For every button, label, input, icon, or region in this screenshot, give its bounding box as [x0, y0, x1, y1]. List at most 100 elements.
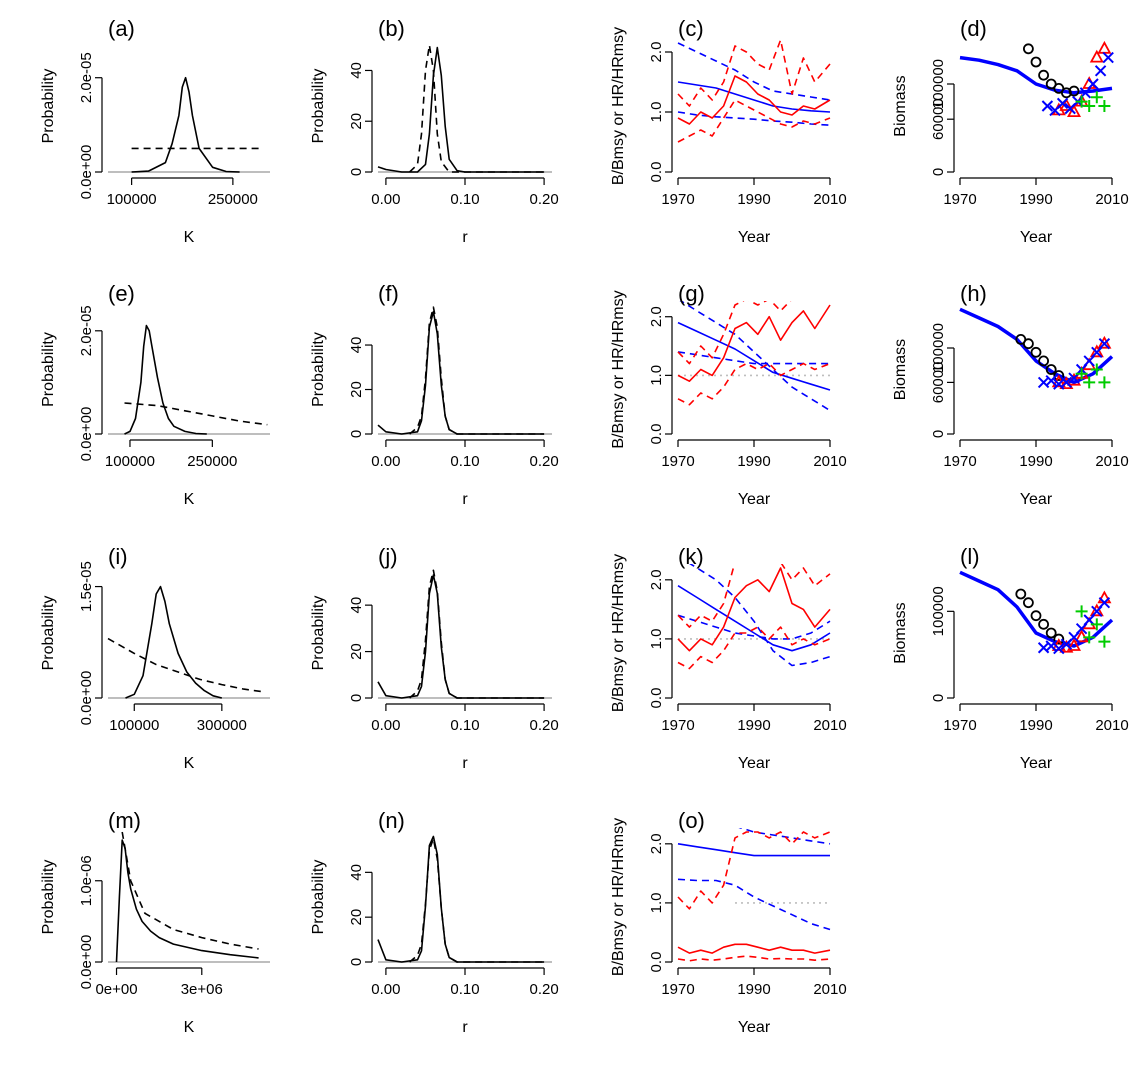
- x-tick-label: 100000: [105, 453, 155, 470]
- axes: 1970 1990 2010 0.0 1.0 2.0: [648, 569, 847, 734]
- data-point-triangle: [1089, 603, 1104, 617]
- data-point-cross: [1041, 100, 1054, 112]
- y-axis-label: Probability: [40, 860, 57, 935]
- series-line-blue-0: [959, 307, 1114, 385]
- x-axis-label: K: [184, 229, 195, 246]
- x-tick-label: 2010: [1095, 453, 1128, 470]
- x-axis-label: K: [184, 491, 195, 508]
- panel-n: 0.00 0.10 0.20 0 20 40 r Probability (n): [310, 808, 559, 1036]
- data-point-cross: [1098, 596, 1111, 609]
- data-point-triangle: [1089, 344, 1104, 358]
- plot-area: [959, 570, 1114, 655]
- y-tick-label: 0.0e+00: [78, 145, 95, 200]
- data-point-circle: [1023, 597, 1034, 609]
- panel-label: (d): [960, 16, 987, 41]
- y-tick-label: 0.0e+00: [78, 935, 95, 990]
- panel-label: (a): [108, 16, 135, 41]
- panel-c: 1970 1990 2010 0.0 1.0 2.0 Year B/Bmsy or HR/HR…: [610, 16, 847, 246]
- panel-j: 0.00 0.10 0.20 0 20 40 r Probability (j): [310, 544, 559, 772]
- series-line-blue-1: [677, 843, 830, 857]
- x-axis-label: Year: [738, 755, 771, 772]
- series-line-black-0: [125, 585, 222, 699]
- panel-label: (i): [108, 544, 128, 569]
- data-point-circle: [1015, 588, 1027, 600]
- y-tick-label: 2.0: [648, 306, 665, 327]
- panel-label: (l): [960, 544, 980, 569]
- x-tick-label: 1970: [661, 453, 694, 470]
- data-point-cross: [1053, 642, 1065, 655]
- series-line-red-4: [677, 567, 831, 652]
- y-tick-label: 60000: [930, 362, 947, 404]
- y-tick-label: 0: [930, 430, 947, 438]
- x-tick-label: 0.20: [529, 717, 558, 734]
- y-tick-label: 1.0: [648, 628, 665, 649]
- data-point-circle: [1030, 610, 1042, 622]
- data-point-cross: [1102, 51, 1114, 64]
- y-tick-label: 2.0: [648, 569, 665, 590]
- y-tick-label: 20: [348, 909, 365, 926]
- y-axis-label: Probability: [310, 332, 327, 407]
- data-point-plus: [1075, 605, 1088, 618]
- x-tick-label: 2010: [1095, 717, 1128, 734]
- series-line-black-0: [377, 310, 545, 435]
- plot-area: [108, 324, 270, 435]
- x-tick-label: 2010: [1095, 191, 1128, 208]
- plot-area: [677, 564, 831, 670]
- x-tick-label: 0.10: [450, 981, 479, 998]
- data-point-cross: [1056, 97, 1069, 110]
- axes: 1970 1990 2010 0 100000: [930, 586, 1129, 734]
- plot-area: [377, 569, 552, 699]
- panel-i: 100000 300000 0.0e+00 1.5e-05 K Probability (i…: [40, 544, 270, 772]
- y-tick-label: 1.5e-05: [78, 561, 95, 612]
- data-point-circle: [1023, 338, 1034, 350]
- series-line-blue-3: [738, 828, 831, 845]
- y-axis-label: B/Bmsy or HR/HRmsy: [610, 27, 627, 185]
- x-tick-label: 0.10: [450, 453, 479, 470]
- data-point-triangle: [1066, 104, 1082, 118]
- x-axis-label: Year: [738, 1019, 771, 1036]
- y-tick-label: 0: [348, 694, 365, 702]
- plot-area: [677, 828, 831, 962]
- panel-a: 100000 250000 0.0e+00 2.0e-05 K Probability (a…: [40, 16, 270, 246]
- series-line-blue-3: [679, 301, 831, 412]
- series-line-black-0: [377, 46, 545, 173]
- data-point-cross: [1045, 374, 1057, 387]
- x-tick-label: 2010: [813, 717, 846, 734]
- x-axis-label: r: [462, 755, 468, 772]
- x-axis-label: K: [184, 1019, 195, 1036]
- x-tick-label: 300000: [197, 717, 247, 734]
- series-line-blue-1: [677, 585, 831, 652]
- series-line-red-4: [677, 304, 831, 383]
- x-tick-label: 0e+00: [95, 981, 137, 998]
- panel-b: 0.00 0.10 0.20 0 20 40 r Probability (b): [310, 16, 559, 246]
- x-tick-label: 2010: [813, 981, 846, 998]
- y-tick-label: 0.0e+00: [78, 407, 95, 462]
- panel-label: (c): [678, 16, 704, 41]
- axes: 100000 250000 0.0e+00 2.0e-05: [78, 305, 237, 470]
- panel-f: 0.00 0.10 0.20 0 20 40 r Probability (f): [310, 281, 559, 508]
- x-tick-label: 0.10: [450, 191, 479, 208]
- x-tick-label: 0.00: [371, 981, 400, 998]
- y-tick-label: 1.0: [648, 102, 665, 123]
- data-point-triangle: [1097, 335, 1112, 349]
- x-tick-label: 1990: [737, 453, 770, 470]
- x-axis-label: Year: [1020, 755, 1053, 772]
- x-tick-label: 1970: [943, 191, 976, 208]
- series-line-black-1: [124, 402, 268, 426]
- series-line-blue-2: [677, 111, 831, 126]
- y-tick-label: 40: [348, 337, 365, 354]
- x-tick-label: 0.10: [450, 717, 479, 734]
- x-axis-label: r: [462, 229, 468, 246]
- data-point-cross: [1060, 376, 1073, 389]
- y-tick-label: 2.0e-05: [78, 305, 95, 356]
- panel-label: (j): [378, 544, 398, 569]
- series-line-black-0: [124, 324, 207, 435]
- x-tick-label: 100000: [109, 717, 159, 734]
- x-axis-label: Year: [1020, 229, 1053, 246]
- x-tick-label: 0.00: [371, 453, 400, 470]
- series-line-black-1: [121, 831, 259, 950]
- y-axis-label: Probability: [40, 596, 57, 671]
- x-tick-label: 0.00: [371, 191, 400, 208]
- series-line-blue-1: [677, 321, 831, 391]
